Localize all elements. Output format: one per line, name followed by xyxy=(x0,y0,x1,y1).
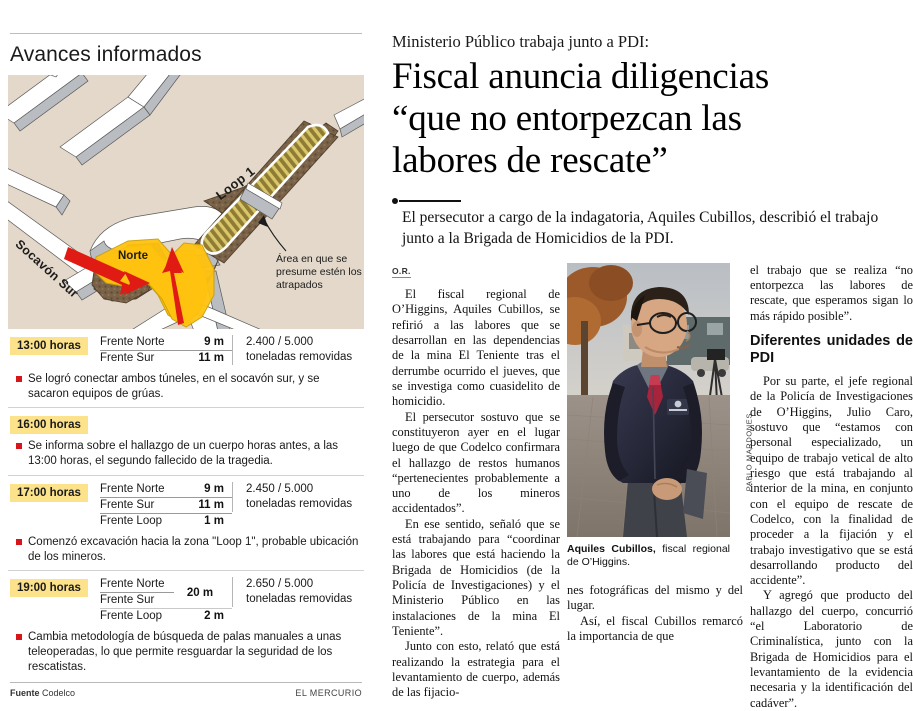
paragraph: El fiscal regional de O’Higgins, Aquiles… xyxy=(392,287,560,409)
timeline-tons: 2.650 / 5.000 toneladas removidas xyxy=(232,577,362,608)
caption-text: fiscal regional de O’Higgins. xyxy=(567,542,730,568)
front-name: Frente Sur xyxy=(100,498,155,511)
timeline-entry: 13:00 horas Frente Norte 9 m Frente Sur … xyxy=(8,335,364,401)
paragraph: Junto con esto, relató que está realizan… xyxy=(392,639,560,700)
front-name: Frente Sur xyxy=(100,594,155,607)
timeline-entry: 17:00 horas Frente Norte 9 m Frente Sur … xyxy=(8,481,364,564)
paragraph: Y agregó que producto del hallazgo del c… xyxy=(750,588,913,710)
bullet-square-icon xyxy=(16,443,22,450)
front-value: 1 m xyxy=(204,514,224,527)
bullet-square-icon xyxy=(16,376,22,382)
source-label: Fuente xyxy=(10,688,40,699)
mine-map: Loop 1 Socavón Sur Norte Sur Área en que… xyxy=(8,75,364,329)
paragraph: Así, el fiscal Cubillos remarcó la impor… xyxy=(567,613,743,643)
article-subhead: Diferentes unidades de PDI xyxy=(750,332,913,366)
rule-line xyxy=(399,200,461,202)
source-credit: Fuente Codelco xyxy=(10,688,75,698)
headline-line: labores de rescate” xyxy=(392,139,668,181)
bullet-square-icon xyxy=(16,538,22,545)
front-value: 9 m xyxy=(204,482,224,495)
lead-rule-decoration xyxy=(392,197,913,205)
front-value: 11 m xyxy=(198,498,224,511)
timeline-note-text: Se logró conectar ambos túneles, en el s… xyxy=(28,373,320,400)
timeline-divider xyxy=(8,474,364,476)
timeline-merged-fronts: Frente Norte Frente Sur 20 m xyxy=(100,577,232,608)
timeline-fronts: Frente Norte 9 m Frente Sur 11 m Frente … xyxy=(100,482,232,529)
article-lead: El persecutor a cargo de la indagatoria,… xyxy=(402,209,879,247)
infographic-footer: Fuente Codelco EL MERCURIO xyxy=(8,683,364,698)
timeline-note: Se informa sobre el hallazgo de un cuerp… xyxy=(10,439,362,468)
map-annotation: Área en que se presume estén los atrapad… xyxy=(276,253,362,292)
front-value: 2 m xyxy=(204,610,224,623)
paragraph: nes fotográficas del mismo y del lugar. xyxy=(567,583,743,613)
bullet-dot-icon xyxy=(392,198,398,205)
map-label-norte: Norte xyxy=(118,250,149,262)
paragraph: En ese sentido, señaló que se está traba… xyxy=(392,516,560,638)
timeline-time-badge: 16:00 horas xyxy=(10,416,88,435)
front-value-merged: 20 m xyxy=(186,586,214,599)
timeline-tons: 2.450 / 5.000 toneladas removidas xyxy=(232,481,362,512)
timeline-divider xyxy=(8,570,364,572)
timeline-note-text: Comenzó excavación hacia la zona "Loop 1… xyxy=(28,535,359,563)
timeline-note-text: Cambia metodología de búsqueda de palas … xyxy=(28,631,342,673)
paragraph: el trabajo que se realiza “no entorpezca… xyxy=(750,262,913,323)
article-photo xyxy=(567,262,730,537)
timeline-tons: 2.400 / 5.000 toneladas removidas xyxy=(232,335,362,365)
timeline-time-badge: 13:00 horas xyxy=(10,337,88,355)
front-name: Frente Loop xyxy=(100,610,163,623)
bullet-square-icon xyxy=(16,634,22,641)
timeline-note: Comenzó excavación hacia la zona "Loop 1… xyxy=(10,535,362,564)
front-name: Frente Norte xyxy=(100,482,165,495)
front-name: Frente Norte xyxy=(100,578,165,591)
publisher-brand: EL MERCURIO xyxy=(295,688,362,699)
timeline-time-badge: 17:00 horas xyxy=(10,483,88,502)
photo-caption: Aquiles Cubillos, fiscal regional de O’H… xyxy=(567,537,730,569)
timeline-entry: 16:00 horas Se informa sobre el hallazgo… xyxy=(8,414,364,468)
timeline-table: 13:00 horas Frente Norte 9 m Frente Sur … xyxy=(8,335,364,674)
source-value: Codelco xyxy=(42,688,76,699)
front-name: Frente Sur xyxy=(100,352,155,364)
timeline-entry: 19:00 horas Frente Norte Frente Sur 20 m… xyxy=(8,577,364,674)
front-name: Frente Loop xyxy=(100,514,163,527)
timeline-time-badge: 19:00 horas xyxy=(10,579,88,598)
headline-line: “que no entorpezcan las xyxy=(392,97,742,139)
article-column-2: PABLO MARDONES Aquiles Cubillos, fiscal … xyxy=(567,262,753,711)
infographic-top-rule xyxy=(10,33,362,34)
timeline-note-text: Se informa sobre el hallazgo de un cuerp… xyxy=(28,440,339,468)
article-column-1: O.R. El fiscal regional de O’Higgins, Aq… xyxy=(392,263,560,711)
paragraph: El persecutor sostuvo que se constituyer… xyxy=(392,409,560,516)
timeline-note: Cambia metodología de búsqueda de palas … xyxy=(10,630,362,674)
front-name: Frente Norte xyxy=(100,336,165,348)
timeline-divider xyxy=(8,407,364,409)
article-headline: Fiscal anuncia diligencias “que no entor… xyxy=(392,52,913,181)
caption-subject: Aquiles Cubillos, xyxy=(567,542,656,555)
paragraph: Por su parte, el jefe regional de la Pol… xyxy=(750,374,913,588)
article-kicker: Ministerio Público trabaja junto a PDI: xyxy=(392,32,650,51)
photo-credit: PABLO MARDONES xyxy=(744,412,753,491)
timeline-note: Se logró conectar ambos túneles, en el s… xyxy=(10,372,362,401)
article-columns: O.R. El fiscal regional de O’Higgins, Aq… xyxy=(392,262,913,711)
front-value: 11 m xyxy=(198,352,224,364)
timeline-fronts: Frente Norte 9 m Frente Sur 11 m xyxy=(100,335,232,366)
article: Ministerio Público trabaja junto a PDI: … xyxy=(392,0,913,710)
front-value: 9 m xyxy=(204,336,224,348)
photo-block: PABLO MARDONES xyxy=(567,262,753,537)
article-byline: O.R. xyxy=(392,266,411,279)
infographic-title: Avances informados xyxy=(10,43,202,66)
headline-line: Fiscal anuncia diligencias xyxy=(392,56,770,97)
timeline-fronts: Frente Norte Frente Sur 20 m Frente Loop… xyxy=(100,577,232,624)
infographic-panel: Avances informados xyxy=(0,0,372,698)
article-column-3: el trabajo que se realiza “no entorpezca… xyxy=(750,263,913,711)
